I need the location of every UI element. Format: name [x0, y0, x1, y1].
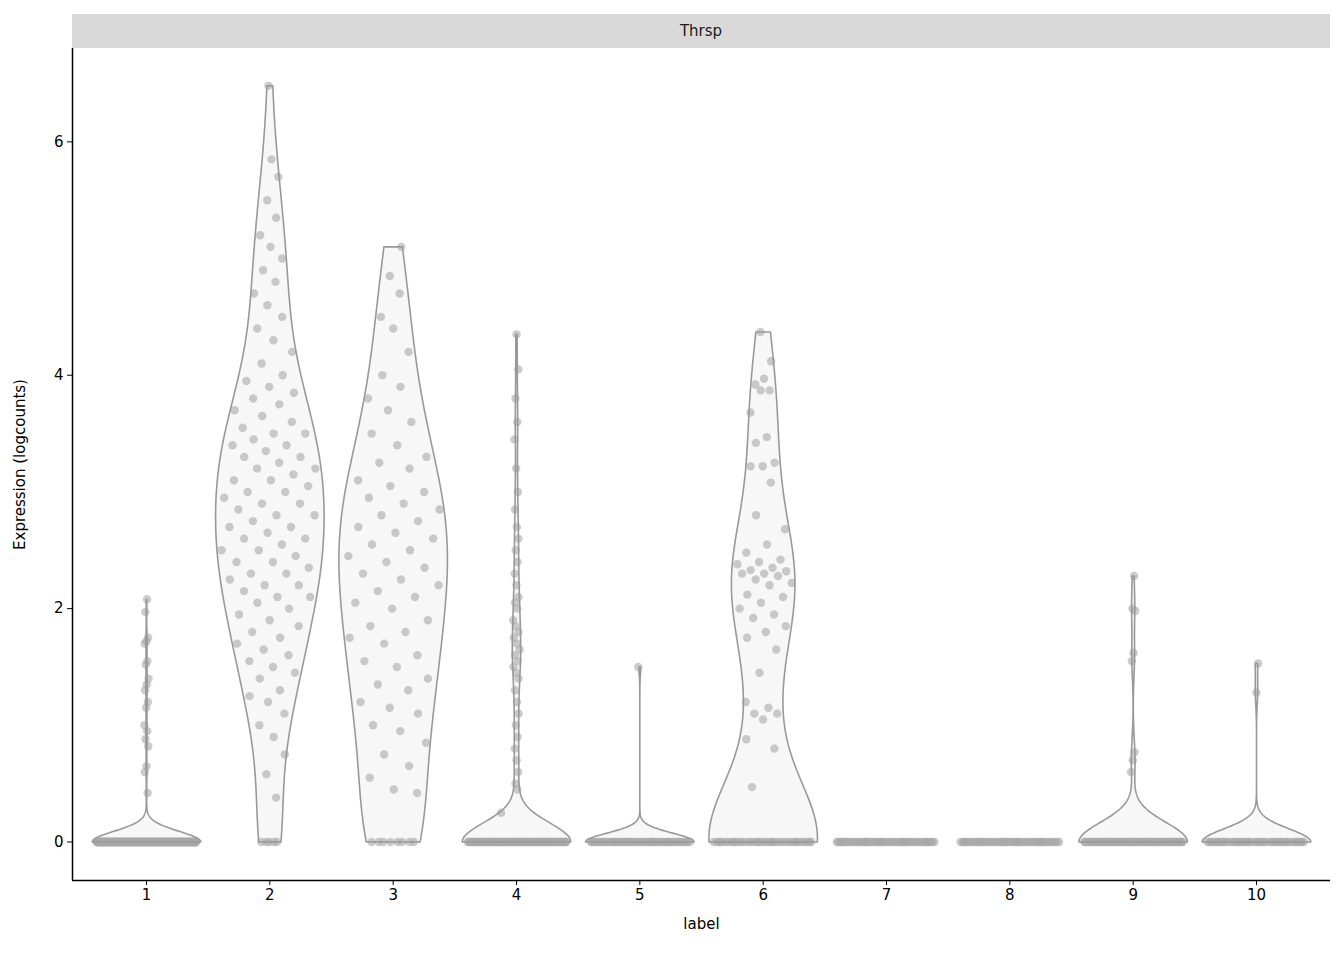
svg-text:9: 9	[1128, 886, 1138, 904]
svg-text:6: 6	[758, 886, 768, 904]
svg-text:10: 10	[1247, 886, 1266, 904]
svg-text:5: 5	[635, 886, 645, 904]
svg-text:2: 2	[265, 886, 275, 904]
svg-text:4: 4	[54, 366, 64, 384]
svg-text:4: 4	[512, 886, 522, 904]
svg-text:Expression (logcounts): Expression (logcounts)	[11, 379, 29, 550]
html-text:Thrsp: Thrsp	[679, 22, 723, 40]
svg-text:6: 6	[54, 133, 64, 151]
svg-text:3: 3	[388, 886, 398, 904]
svg-text:7: 7	[882, 886, 892, 904]
svg-text:2: 2	[54, 599, 64, 617]
svg-text:0: 0	[54, 833, 64, 851]
svg-text:8: 8	[1005, 886, 1015, 904]
svg-text:label: label	[683, 915, 719, 933]
svg-text:1: 1	[142, 886, 152, 904]
